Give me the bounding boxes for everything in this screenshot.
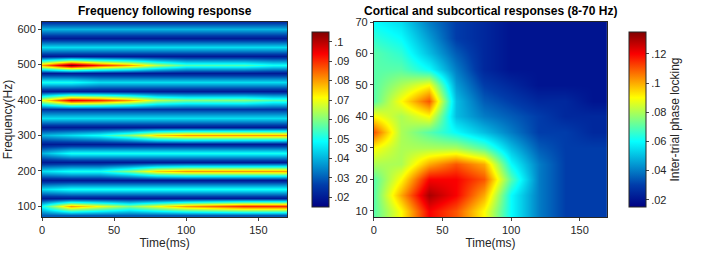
svg-text:70: 70	[355, 16, 367, 28]
svg-text:150: 150	[570, 224, 588, 236]
svg-text:Frequency(Hz): Frequency(Hz)	[1, 80, 15, 159]
svg-text:Time(ms): Time(ms)	[139, 236, 189, 250]
svg-text:60: 60	[355, 47, 367, 59]
svg-text:400: 400	[17, 94, 35, 106]
svg-text:.1: .1	[651, 77, 660, 89]
svg-text:.02: .02	[334, 191, 349, 203]
svg-text:100: 100	[177, 224, 195, 236]
svg-text:.06: .06	[651, 135, 666, 147]
svg-text:.05: .05	[334, 133, 349, 145]
svg-text:.08: .08	[651, 106, 666, 118]
svg-text:100: 100	[502, 224, 520, 236]
svg-text:.1: .1	[334, 36, 343, 48]
svg-text:600: 600	[17, 23, 35, 35]
svg-text:50: 50	[108, 224, 120, 236]
svg-text:.06: .06	[334, 113, 349, 125]
svg-text:500: 500	[17, 58, 35, 70]
svg-text:50: 50	[355, 79, 367, 91]
svg-text:.09: .09	[334, 55, 349, 67]
svg-text:.08: .08	[334, 74, 349, 86]
svg-text:10: 10	[355, 205, 367, 217]
svg-text:Frequency following response: Frequency following response	[78, 4, 252, 18]
svg-text:150: 150	[249, 224, 267, 236]
svg-text:50: 50	[436, 224, 448, 236]
svg-text:200: 200	[17, 165, 35, 177]
svg-text:.02: .02	[651, 194, 666, 206]
svg-text:20: 20	[355, 173, 367, 185]
svg-text:0: 0	[371, 224, 377, 236]
svg-text:30: 30	[355, 142, 367, 154]
svg-text:300: 300	[17, 129, 35, 141]
svg-text:.03: .03	[334, 172, 349, 184]
svg-text:0: 0	[39, 224, 45, 236]
svg-text:.07: .07	[334, 94, 349, 106]
svg-text:.04: .04	[651, 164, 666, 176]
svg-text:Inter-trial phase locking: Inter-trial phase locking	[668, 57, 682, 181]
svg-text:40: 40	[355, 110, 367, 122]
svg-text:.04: .04	[334, 152, 349, 164]
svg-text:.12: .12	[651, 48, 666, 60]
svg-text:Cortical and subcortical respo: Cortical and subcortical responses (8-70…	[364, 4, 617, 18]
svg-text:100: 100	[17, 200, 35, 212]
svg-text:Time(ms): Time(ms)	[465, 236, 515, 250]
